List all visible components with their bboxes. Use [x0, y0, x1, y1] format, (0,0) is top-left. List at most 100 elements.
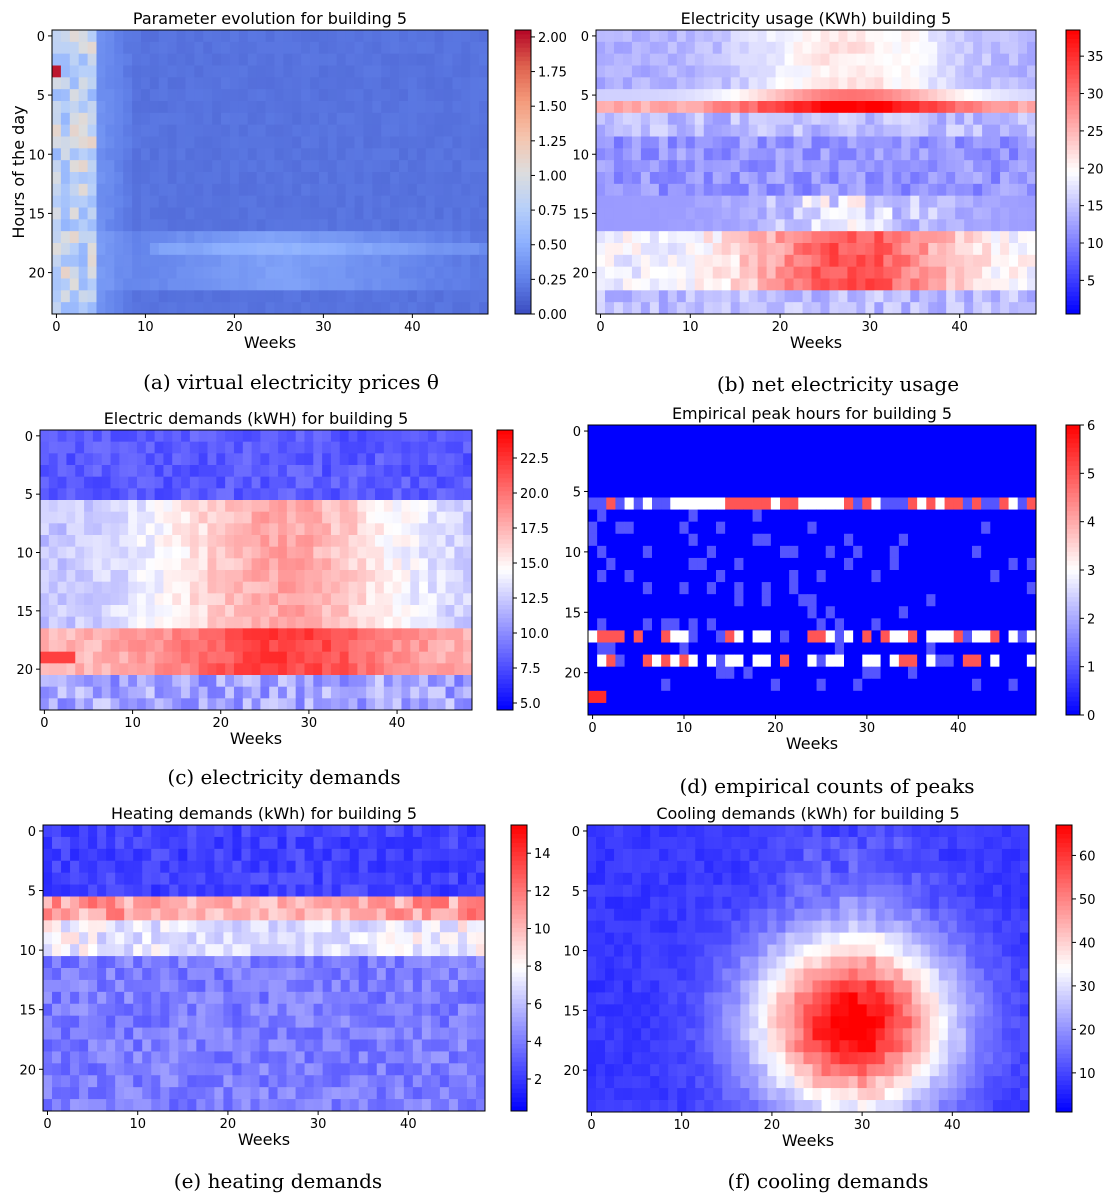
heatmap-cell [463, 546, 473, 559]
heatmap-cell [310, 148, 320, 161]
heatmap-cell [816, 570, 827, 583]
heatmap-cell [75, 686, 85, 699]
heatmap-cell [784, 41, 794, 55]
heatmap-cell [283, 30, 293, 43]
heatmap-cell [149, 195, 160, 208]
heatmap-cell [697, 461, 708, 474]
heatmap-cell [295, 686, 305, 699]
heatmap-cell [874, 77, 884, 90]
colorbar-segment [1066, 96, 1080, 102]
heatmap-cell [461, 195, 471, 208]
heatmap-cell [734, 449, 744, 462]
heatmap-cell [901, 290, 911, 303]
heatmap-cell [716, 509, 726, 523]
heatmap-cell [392, 686, 402, 699]
heatmap-cell [419, 546, 429, 559]
heatmap-cell [946, 290, 956, 303]
heatmap-cell [436, 453, 446, 466]
heatmap-cell [216, 570, 226, 583]
heatmap-cell [419, 511, 429, 524]
heatmap-cell [310, 278, 320, 291]
heatmap-cell [40, 488, 50, 501]
heatmap-cell [357, 570, 367, 583]
heatmap-cell [339, 663, 349, 676]
heatmap-cell [419, 558, 429, 571]
heatmap-cell [265, 89, 275, 102]
heatmap-cell [1018, 53, 1028, 66]
heatmap-cell [730, 101, 741, 114]
heatmap-cell [140, 101, 151, 114]
heatmap-cell [452, 231, 462, 244]
heatmap-cell [256, 302, 266, 315]
heatmap-cell [78, 30, 88, 43]
heatmap-cell [999, 630, 1009, 643]
heatmap-cell [972, 557, 982, 571]
heatmap-cell [145, 535, 156, 548]
heatmap-cell [149, 136, 160, 149]
heatmap-cell [198, 663, 208, 676]
heatmap-cell [935, 497, 945, 510]
heatmap-cell [1026, 690, 1037, 704]
heatmap-cell [87, 89, 97, 102]
heatmap-cell [390, 183, 400, 197]
heatmap-cell [1000, 302, 1010, 315]
heatmap-cell [622, 231, 633, 244]
heatmap-cell [807, 461, 817, 474]
heatmap-cell [730, 195, 741, 208]
heatmap-cell [816, 666, 827, 680]
heatmap-cell [991, 136, 1001, 149]
heatmap-cell [679, 533, 689, 547]
heatmap-cell [739, 160, 750, 173]
heatmap-cell [865, 160, 875, 173]
heatmap-cell [383, 675, 394, 688]
heatmap-cell [357, 511, 367, 524]
heatmap-cell [57, 441, 67, 454]
heatmap-cell [212, 89, 222, 102]
heatmap-cell [820, 243, 830, 256]
heatmap-cell [825, 473, 836, 486]
heatmap-cell [679, 582, 689, 595]
heatmap-cell [973, 148, 983, 161]
heatmap-cell [962, 618, 973, 631]
heatmap-cell [802, 89, 812, 102]
heatmap-cell [1026, 630, 1037, 643]
heatmap-cell [207, 476, 217, 489]
heatmap-cell [339, 453, 349, 466]
heatmap-cell [238, 243, 249, 256]
heatmap-cell [260, 535, 270, 548]
heatmap-cell [962, 485, 973, 498]
heatmap-cell [1000, 183, 1010, 197]
heatmap-cell [761, 618, 772, 631]
heatmap-cell [816, 630, 827, 643]
heatmap-cell [811, 278, 821, 291]
heatmap-cell [604, 101, 615, 114]
heatmap-cell [110, 663, 120, 676]
heatmap-cell [401, 500, 411, 513]
heatmap-cell [92, 441, 103, 454]
heatmap-cell [132, 302, 142, 315]
heatmap-cell [847, 266, 857, 279]
heatmap-cell [207, 605, 217, 618]
heatmap-cell [757, 302, 768, 315]
heatmap-cell [712, 53, 723, 66]
heatmap-cell [973, 77, 983, 90]
heatmap-cell [964, 77, 974, 90]
heatmap-cell [407, 254, 418, 268]
heatmap-cell [167, 172, 177, 185]
heatmap-cell [685, 77, 696, 90]
heatmap-cell [926, 690, 936, 704]
heatmap-cell [862, 425, 872, 438]
heatmap-cell [944, 533, 955, 547]
y-tick-label: 5 [37, 89, 45, 104]
heatmap-cell [330, 430, 341, 443]
heatmap-cell [216, 628, 226, 641]
heatmap-cell [862, 678, 872, 692]
heatmap-cell [829, 124, 839, 137]
heatmap-cell [624, 497, 635, 510]
heatmap-cell [301, 124, 311, 137]
heatmap-cell [189, 523, 200, 536]
heatmap-cell [436, 500, 446, 513]
heatmap-cell [140, 183, 151, 197]
heatmap-cell [372, 195, 382, 208]
heatmap-cell [640, 65, 651, 78]
